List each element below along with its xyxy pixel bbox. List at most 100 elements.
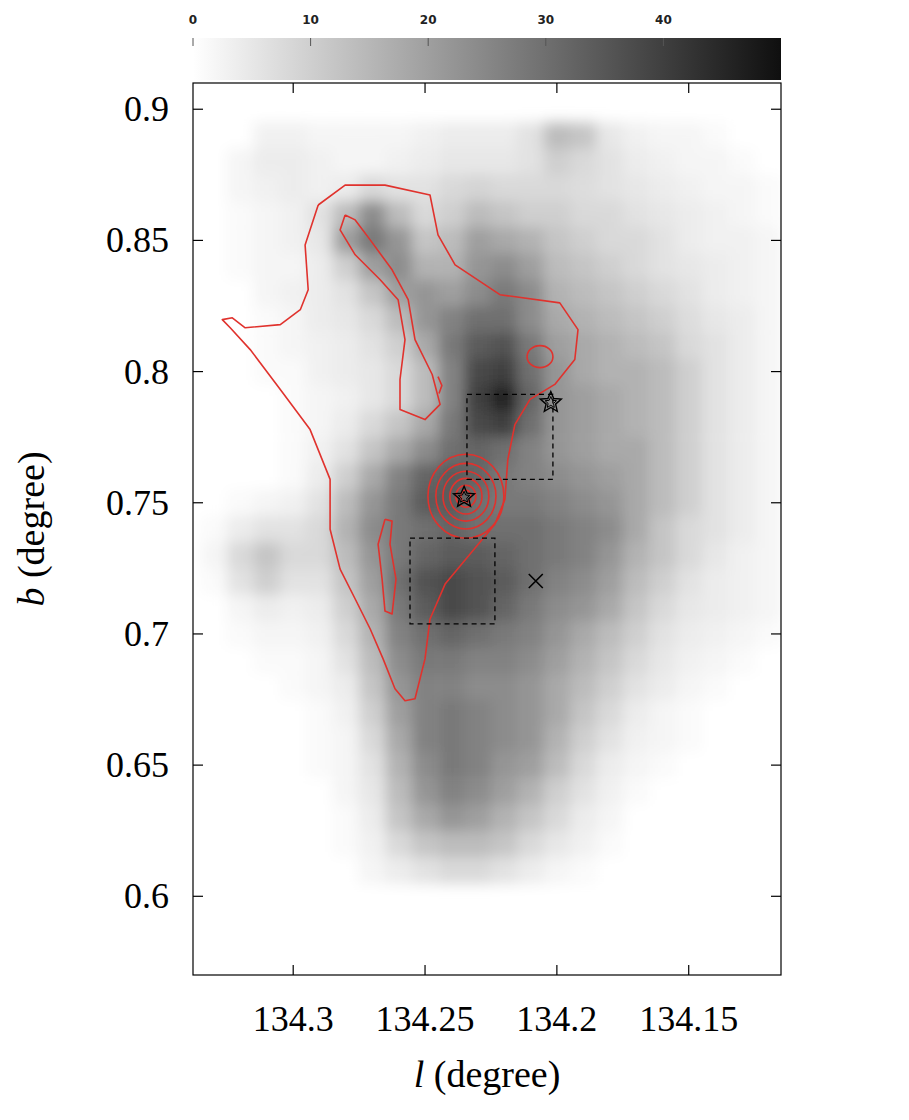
cell (728, 332, 755, 359)
cell (491, 332, 518, 359)
cell (333, 332, 360, 359)
cell (201, 149, 228, 176)
cell (201, 254, 228, 281)
cell (465, 621, 492, 648)
cell (465, 332, 492, 359)
cell (623, 227, 650, 254)
cell (544, 254, 571, 281)
cell (570, 647, 597, 674)
cell (385, 411, 412, 438)
cell (491, 647, 518, 674)
cell (385, 673, 412, 700)
cell (280, 122, 307, 149)
cell (438, 385, 465, 412)
cell (728, 411, 755, 438)
y-tick-right (771, 109, 781, 110)
x-axis-title: l (degree) (414, 1053, 561, 1096)
y-axis-title: b (degree) (10, 451, 53, 606)
cell (385, 463, 412, 490)
colorbar-tick (545, 38, 546, 46)
cell (702, 122, 729, 149)
cell (385, 332, 412, 359)
cell (702, 227, 729, 254)
cell (254, 621, 281, 648)
cell (465, 778, 492, 805)
cell (306, 385, 333, 412)
cell (333, 437, 360, 464)
cell (438, 778, 465, 805)
cell (676, 254, 703, 281)
cell (465, 122, 492, 149)
cell (201, 621, 228, 648)
cell (306, 227, 333, 254)
y-tick-label: 0.7 (124, 614, 169, 654)
cell (676, 201, 703, 228)
cell (201, 280, 228, 307)
cell (227, 621, 254, 648)
cell (333, 463, 360, 490)
cell (227, 411, 254, 438)
cell (412, 752, 439, 779)
cell (333, 254, 360, 281)
cell (623, 437, 650, 464)
cell (280, 516, 307, 543)
cell (280, 857, 307, 884)
x-tick (688, 965, 689, 975)
cell (359, 647, 386, 674)
cell (465, 280, 492, 307)
cell (280, 227, 307, 254)
cell (227, 490, 254, 517)
cell (728, 463, 755, 490)
cell (201, 463, 228, 490)
cell (412, 804, 439, 831)
cell (254, 411, 281, 438)
cell (517, 280, 544, 307)
cell (491, 358, 518, 385)
cell (570, 149, 597, 176)
cell (359, 673, 386, 700)
cell (385, 700, 412, 727)
cell (517, 516, 544, 543)
cell (333, 385, 360, 412)
cell (227, 254, 254, 281)
cell (385, 122, 412, 149)
cell (412, 463, 439, 490)
cell (412, 490, 439, 517)
cell (201, 804, 228, 831)
cell (201, 201, 228, 228)
y-tick (193, 502, 203, 503)
contour (378, 519, 396, 614)
cell (491, 752, 518, 779)
cell (254, 831, 281, 858)
cell (517, 673, 544, 700)
cell (280, 568, 307, 595)
cell (412, 726, 439, 753)
plot-frame (193, 83, 781, 975)
cell (333, 149, 360, 176)
cell (623, 857, 650, 884)
cell (517, 463, 544, 490)
cell (676, 332, 703, 359)
cell (201, 857, 228, 884)
cell (306, 778, 333, 805)
cell (570, 568, 597, 595)
cell (254, 201, 281, 228)
cell (280, 542, 307, 569)
cell (702, 752, 729, 779)
cell (570, 726, 597, 753)
cell (465, 175, 492, 202)
region-box (410, 538, 495, 624)
cell (755, 804, 781, 831)
cell (649, 411, 676, 438)
cell (596, 490, 623, 517)
cell (306, 621, 333, 648)
cell (412, 857, 439, 884)
x-tick-label: 134.25 (376, 999, 475, 1039)
cell (702, 726, 729, 753)
cell (544, 700, 571, 727)
cell (201, 673, 228, 700)
cell (649, 437, 676, 464)
cell (280, 175, 307, 202)
plot-area (201, 122, 781, 883)
cell (702, 280, 729, 307)
